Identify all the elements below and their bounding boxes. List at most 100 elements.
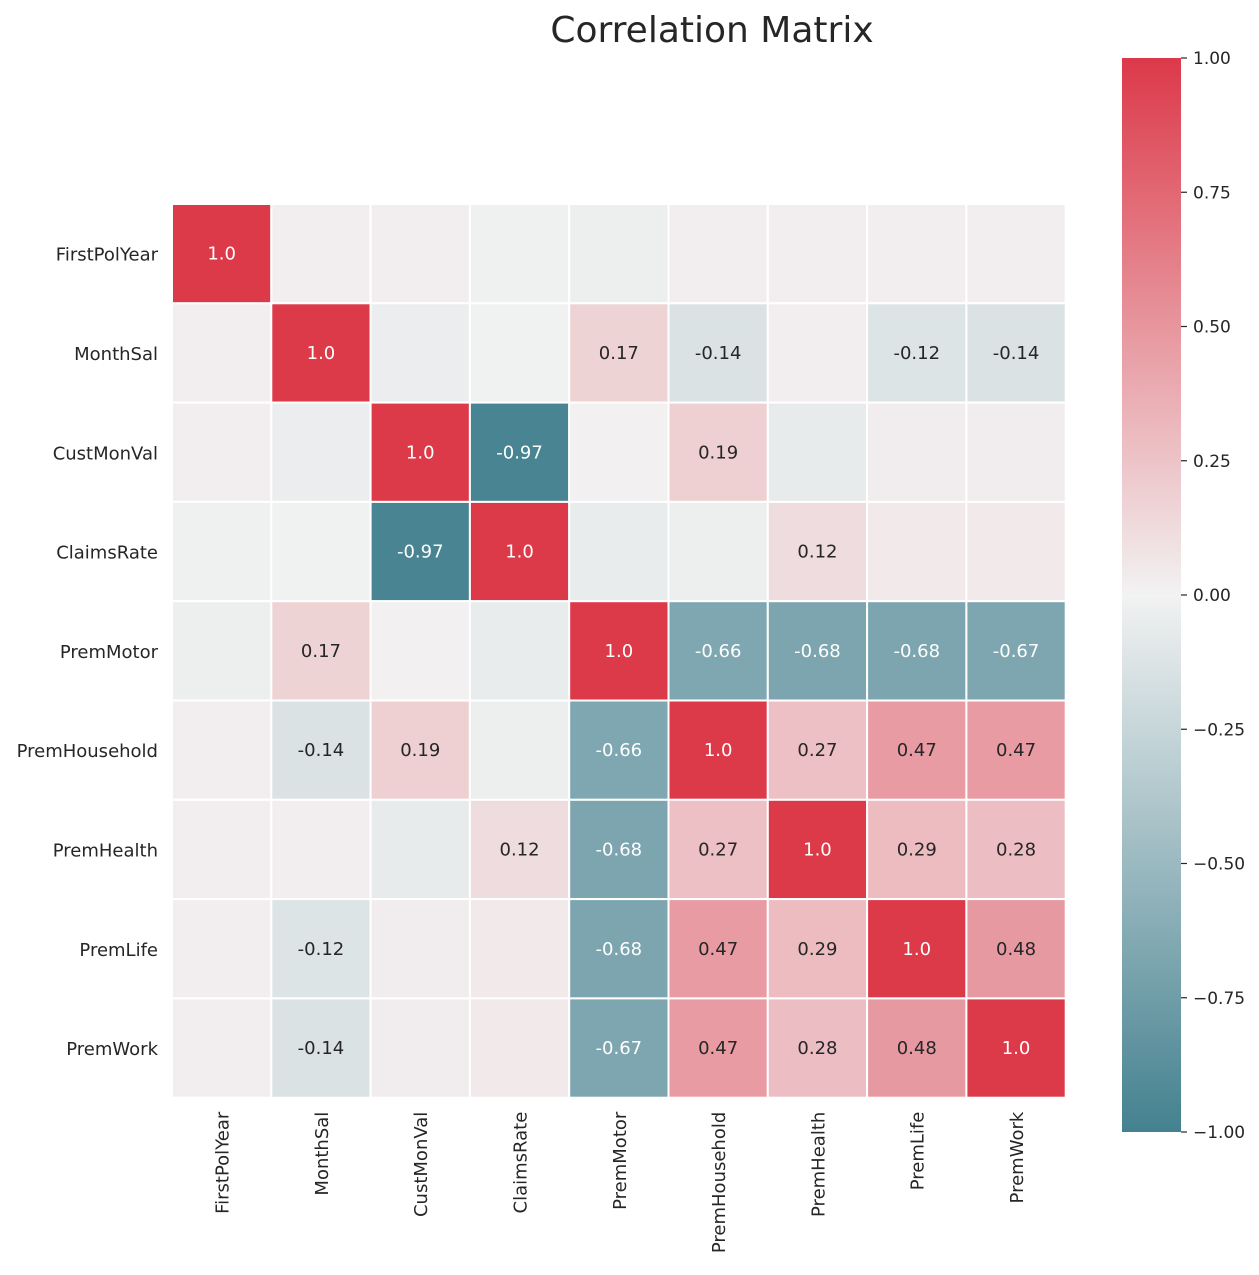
cell-value-label: 0.27 bbox=[698, 839, 738, 860]
colorbar bbox=[1122, 58, 1181, 1132]
cell-value-label: 0.47 bbox=[698, 939, 738, 960]
colorbar-tick-label: 0.00 bbox=[1193, 586, 1231, 606]
x-tick-label: PremHousehold bbox=[709, 1112, 730, 1253]
heatmap-cell bbox=[270, 401, 372, 503]
heatmap-cell bbox=[965, 997, 1067, 1099]
heatmap-cell bbox=[568, 203, 670, 305]
cell-value-label: 0.47 bbox=[897, 740, 937, 761]
cell-value-label: 0.28 bbox=[797, 1038, 837, 1059]
y-tick-label: PremLife bbox=[79, 940, 158, 961]
colorbar-tick-label: 0.50 bbox=[1193, 318, 1231, 338]
heatmap-cell bbox=[468, 302, 571, 404]
heatmap-cell bbox=[766, 203, 869, 305]
cell-value-label: -0.68 bbox=[596, 939, 643, 960]
cell-value-label: 1.0 bbox=[605, 641, 634, 662]
y-axis-tick-labels: FirstPolYear MonthSal CustMonVal ClaimsRate… bbox=[17, 245, 159, 1060]
heatmap-cell bbox=[965, 600, 1067, 702]
heatmap-cell bbox=[568, 401, 670, 503]
cell-value-label: 0.29 bbox=[797, 939, 837, 960]
cell-value-label: 0.17 bbox=[301, 641, 341, 662]
heatmap-cell bbox=[171, 401, 273, 503]
heatmap-cell bbox=[568, 699, 670, 801]
cell-value-label: -0.14 bbox=[695, 343, 742, 364]
cell-value-label: -0.66 bbox=[695, 641, 742, 662]
cell-value-label: -0.12 bbox=[298, 939, 345, 960]
heatmap-cell bbox=[766, 997, 869, 1099]
x-tick-label: PremLife bbox=[908, 1112, 929, 1191]
y-tick-label: CustMonVal bbox=[53, 443, 158, 464]
heatmap-cell bbox=[965, 302, 1067, 404]
x-tick-label: PremMotor bbox=[610, 1111, 631, 1210]
heatmap-cell bbox=[270, 500, 372, 603]
cell-value-label: -0.67 bbox=[993, 641, 1040, 662]
heatmap-cell bbox=[568, 997, 670, 1099]
cell-value-label: -0.68 bbox=[893, 641, 940, 662]
y-tick-label: PremHousehold bbox=[17, 741, 158, 762]
cell-value-label: -0.68 bbox=[794, 641, 841, 662]
heatmap-cell bbox=[369, 401, 471, 503]
heatmap-cell bbox=[667, 600, 769, 702]
y-tick-label: ClaimsRate bbox=[56, 543, 158, 564]
heatmap-cell bbox=[270, 798, 372, 901]
heatmap-cell bbox=[766, 798, 869, 901]
cell-value-label: 0.47 bbox=[698, 1038, 738, 1059]
heatmap-cell bbox=[369, 997, 471, 1099]
cell-value-label: 0.19 bbox=[698, 442, 738, 463]
heatmap-cell bbox=[766, 401, 869, 503]
heatmap-cell bbox=[667, 898, 769, 1000]
heatmap-cell bbox=[568, 500, 670, 603]
heatmap-cell bbox=[369, 898, 471, 1000]
cell-value-label: -0.14 bbox=[993, 343, 1040, 364]
heatmap-cell bbox=[965, 401, 1067, 503]
cell-value-label: 0.12 bbox=[797, 542, 837, 563]
heatmap-cell bbox=[468, 500, 571, 603]
cell-value-label: -0.97 bbox=[496, 442, 543, 463]
heatmap-cell bbox=[369, 699, 471, 801]
y-tick-label: PremMotor bbox=[60, 642, 159, 663]
heatmap-cell bbox=[667, 699, 769, 801]
heatmap-cell bbox=[468, 898, 571, 1000]
cell-value-label: 1.0 bbox=[207, 244, 236, 265]
heatmap-cell bbox=[866, 302, 968, 404]
heatmap-cell bbox=[270, 997, 372, 1099]
heatmap-cell bbox=[468, 401, 571, 503]
heatmap-cell bbox=[866, 699, 968, 801]
y-tick-label: MonthSal bbox=[74, 344, 158, 365]
cell-value-label: 1.0 bbox=[406, 442, 435, 463]
heatmap-cell bbox=[965, 203, 1067, 305]
y-tick-label: FirstPolYear bbox=[56, 245, 159, 266]
cell-value-label: 0.48 bbox=[897, 1038, 937, 1059]
cell-value-label: -0.68 bbox=[596, 839, 643, 860]
heatmap-cell bbox=[171, 898, 273, 1000]
heatmap-cell bbox=[766, 600, 869, 702]
heatmap-cell bbox=[171, 500, 273, 603]
heatmap-cell bbox=[667, 203, 769, 305]
colorbar-tick-label: 0.75 bbox=[1193, 183, 1231, 203]
heatmap-cell bbox=[171, 203, 273, 305]
heatmap-cell bbox=[468, 699, 571, 801]
heatmap-cell bbox=[171, 302, 273, 404]
cell-value-label: -0.12 bbox=[893, 343, 940, 364]
cell-value-label: 0.47 bbox=[996, 740, 1036, 761]
cell-value-label: 1.0 bbox=[704, 740, 733, 761]
cell-value-label: -0.67 bbox=[596, 1038, 643, 1059]
cell-value-label: -0.14 bbox=[298, 1038, 345, 1059]
cell-value-label: 1.0 bbox=[1002, 1038, 1031, 1059]
heatmap-cell bbox=[766, 898, 869, 1000]
heatmap-cell bbox=[171, 798, 273, 901]
x-tick-label: MonthSal bbox=[312, 1112, 333, 1196]
heatmap-cell bbox=[468, 997, 571, 1099]
y-tick-label: PremWork bbox=[66, 1039, 158, 1060]
cell-value-label: 1.0 bbox=[505, 542, 534, 563]
cell-value-label: -0.14 bbox=[298, 740, 345, 761]
heatmap-cell bbox=[568, 798, 670, 901]
heatmap-cell bbox=[468, 600, 571, 702]
heatmap-cell bbox=[667, 997, 769, 1099]
x-tick-label: FirstPolYear bbox=[213, 1111, 234, 1214]
chart-title: Correlation Matrix bbox=[550, 10, 873, 51]
colorbar-ticks: 1.00 0.75 0.50 0.25 0.00 −0.25 −0.50 −0.75 −1.00 bbox=[1181, 49, 1245, 1143]
x-tick-label: ClaimsRate bbox=[511, 1112, 532, 1214]
heatmap-cell bbox=[667, 500, 769, 603]
cell-value-label: 0.17 bbox=[599, 343, 639, 364]
